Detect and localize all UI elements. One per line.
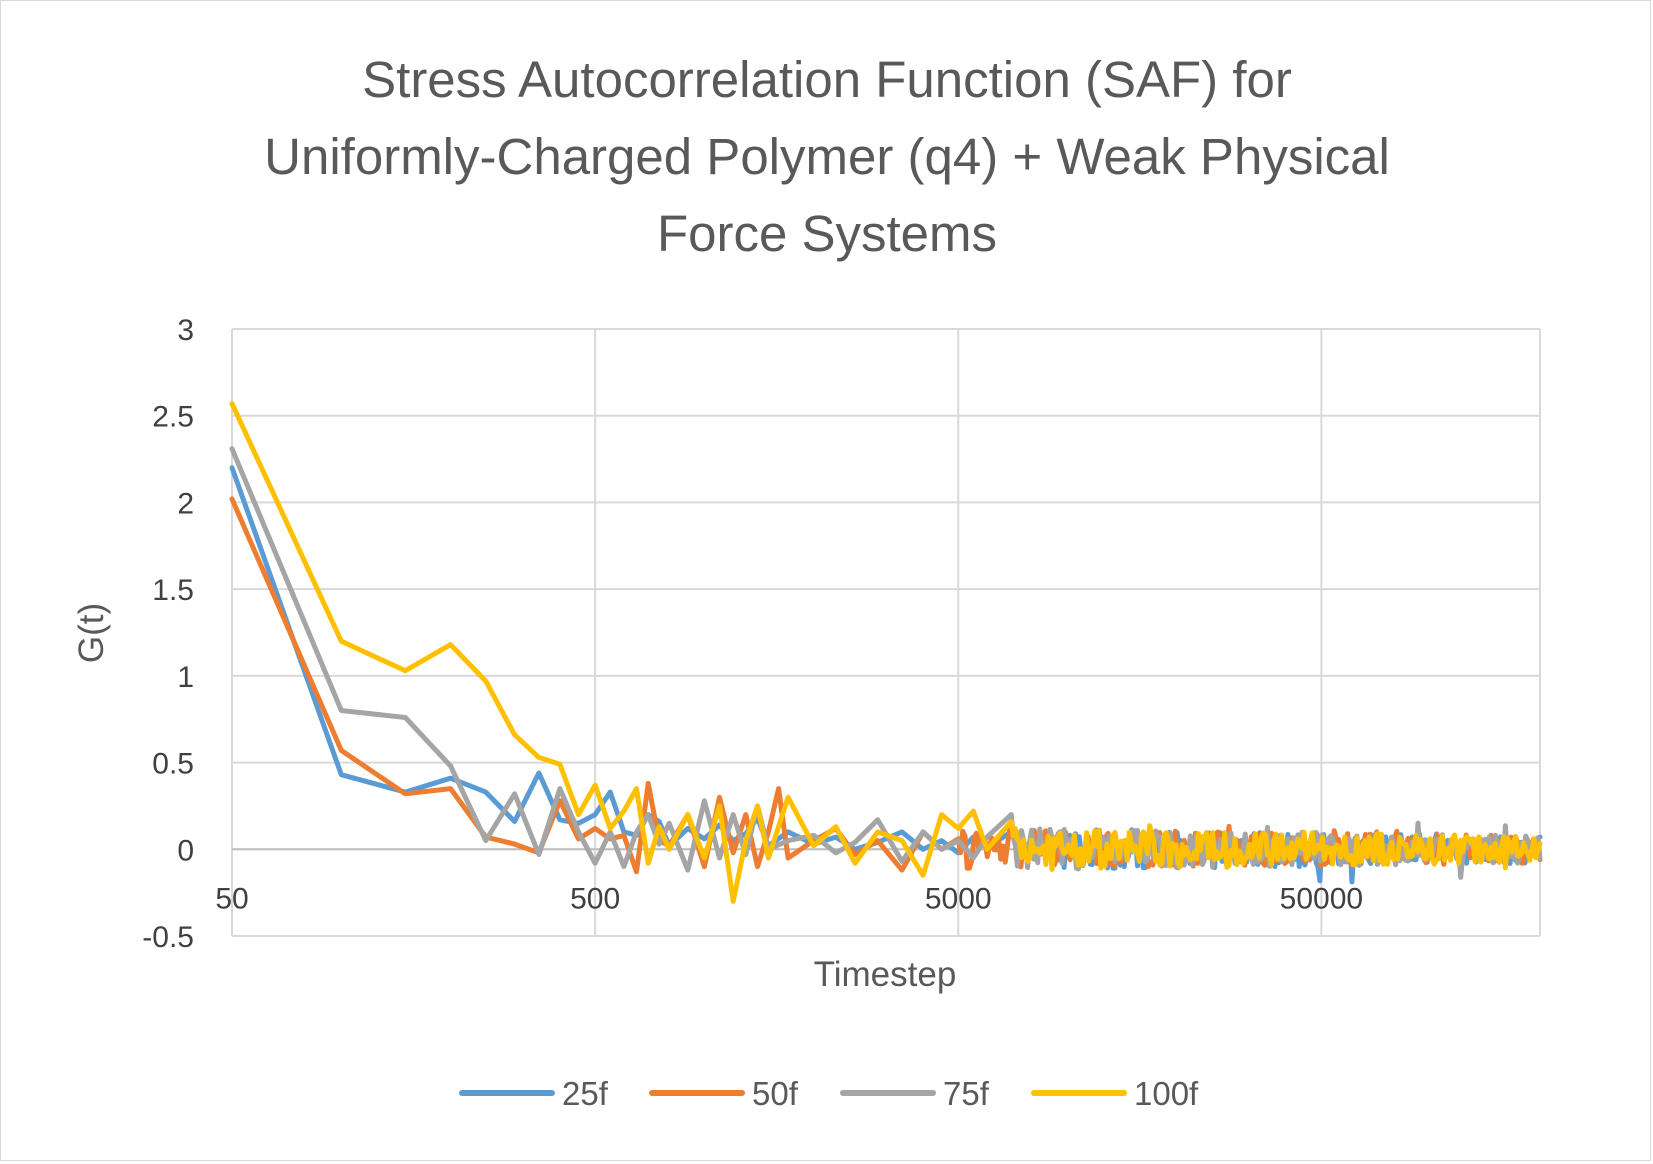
- y-tick-label: 1.5: [152, 574, 194, 607]
- legend-label-75f: 75f: [943, 1075, 990, 1112]
- y-tick-label: 2.5: [152, 401, 194, 434]
- tick-labels: 3 2.5 2 1.5 1 0.5 0 -0.5 50 500 5000 50000: [142, 314, 1363, 954]
- legend: 25f 50f 75f 100f: [459, 1075, 1199, 1112]
- x-tick-label: 5000: [925, 882, 992, 915]
- chart-title: Stress Autocorrelation Function (SAF) fo…: [264, 51, 1390, 262]
- x-axis-title: Timestep: [814, 955, 957, 994]
- x-tick-label: 50000: [1280, 882, 1363, 915]
- y-tick-label: -0.5: [142, 921, 194, 954]
- y-axis-title: G(t): [72, 603, 111, 663]
- y-tick-label: 1: [177, 661, 194, 694]
- y-tick-label: 0: [177, 834, 194, 867]
- legend-label-100f: 100f: [1134, 1075, 1199, 1112]
- legend-label-25f: 25f: [562, 1075, 609, 1112]
- series-line-50f: [229, 496, 1543, 875]
- chart-title-line-2: Uniformly-Charged Polymer (q4) + Weak Ph…: [264, 128, 1390, 185]
- y-tick-label: 2: [177, 487, 194, 520]
- legend-label-50f: 50f: [752, 1075, 799, 1112]
- chart-title-line-3: Force Systems: [657, 205, 997, 262]
- y-tick-label: 0.5: [152, 748, 194, 781]
- y-tick-label: 3: [177, 314, 194, 347]
- series-line-100f: [229, 401, 1543, 904]
- series-line-75f: [229, 446, 1543, 880]
- x-tick-label: 50: [215, 882, 248, 915]
- x-tick-label: 500: [570, 882, 620, 915]
- series-line-25f: [229, 465, 1543, 885]
- chart-title-line-1: Stress Autocorrelation Function (SAF) fo…: [362, 51, 1292, 108]
- series-lines: [229, 401, 1543, 904]
